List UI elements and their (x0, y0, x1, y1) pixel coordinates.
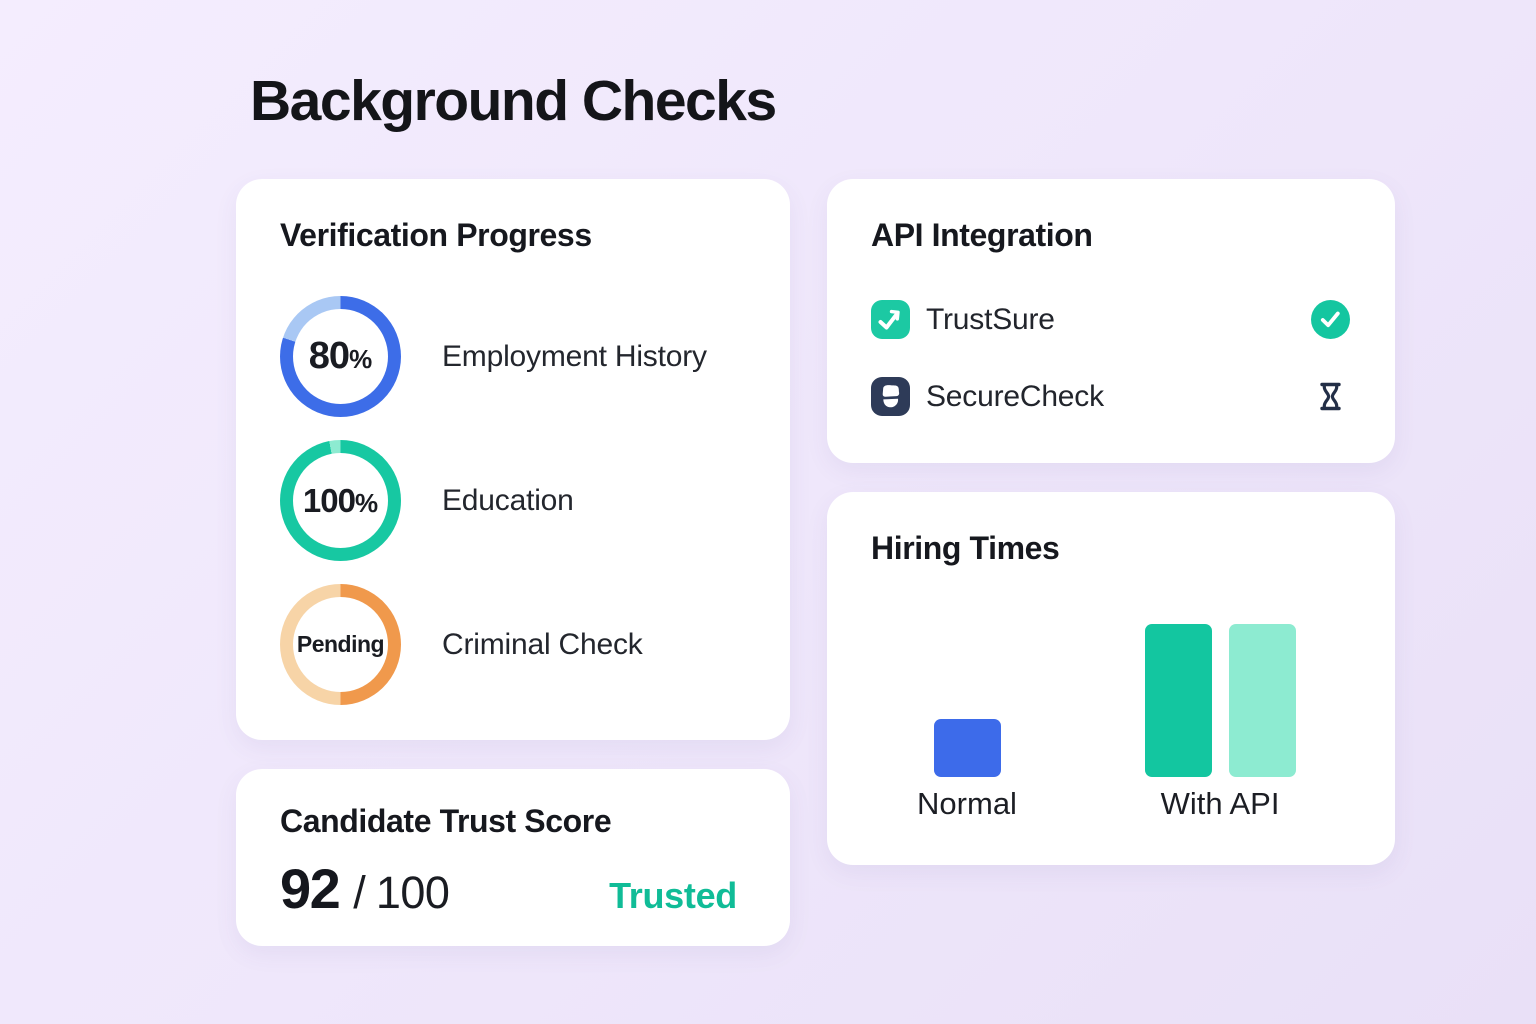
bar-with-api-light (1229, 624, 1296, 777)
verification-label: Education (442, 483, 574, 517)
trust-badge: Trusted (609, 875, 737, 916)
ring-value-suffix: % (354, 487, 379, 518)
verification-row-employment: 80% Employment History (280, 296, 746, 417)
verification-card-title: Verification Progress (280, 217, 592, 253)
category-label-with-api: With API (1160, 786, 1280, 821)
api-provider-name: SecureCheck (926, 379, 1104, 413)
hiring-card-title: Hiring Times (871, 530, 1060, 566)
hiring-bar-chart (827, 492, 1395, 777)
api-integration-card: API Integration TrustSure SecureCheck (827, 179, 1395, 463)
candidate-trust-score-card: Candidate Trust Score 92 / 100 Trusted (236, 769, 790, 946)
verification-list: 80% Employment History 100% Education Pe… (280, 296, 746, 705)
progress-ring-criminal: Pending (280, 584, 401, 705)
trust-card-title: Candidate Trust Score (280, 803, 612, 839)
verification-row-criminal: Pending Criminal Check (280, 584, 746, 705)
verification-progress-card: Verification Progress 80% Employment His… (236, 179, 790, 740)
verification-label: Criminal Check (442, 627, 643, 661)
shield-icon (871, 377, 910, 416)
ring-value: 80% (309, 335, 372, 378)
trust-score-separator: / (353, 867, 366, 918)
api-row-trustsure: TrustSure (871, 300, 1350, 339)
ring-value-number: 80 (308, 335, 350, 377)
api-row-securecheck: SecureCheck (871, 377, 1350, 416)
category-label-normal: Normal (917, 786, 1017, 821)
api-card-title: API Integration (871, 217, 1093, 253)
verification-row-education: 100% Education (280, 440, 746, 561)
verification-label: Employment History (442, 339, 707, 373)
check-arrow-icon (871, 300, 910, 339)
ring-value-number: 100 (302, 481, 356, 519)
ring-value: Pending (296, 631, 385, 658)
trust-score-max: 100 (375, 867, 450, 918)
page-title: Background Checks (250, 69, 777, 133)
hiring-times-card: Hiring Times Normal With API (827, 492, 1395, 865)
ring-value: 100% (303, 482, 378, 520)
progress-ring-education: 100% (280, 440, 401, 561)
bar-with-api-dark (1145, 624, 1212, 777)
check-circle-icon (1311, 300, 1350, 339)
trust-score-value: 92 (280, 857, 341, 920)
hourglass-icon (1311, 377, 1350, 416)
ring-value-suffix: % (349, 344, 373, 374)
api-provider-name: TrustSure (926, 302, 1055, 336)
progress-ring-employment: 80% (280, 296, 401, 417)
ring-value-text: Pending (296, 631, 385, 657)
trust-score-row: 92 / 100 Trusted (280, 856, 737, 921)
bar-normal (934, 719, 1001, 777)
